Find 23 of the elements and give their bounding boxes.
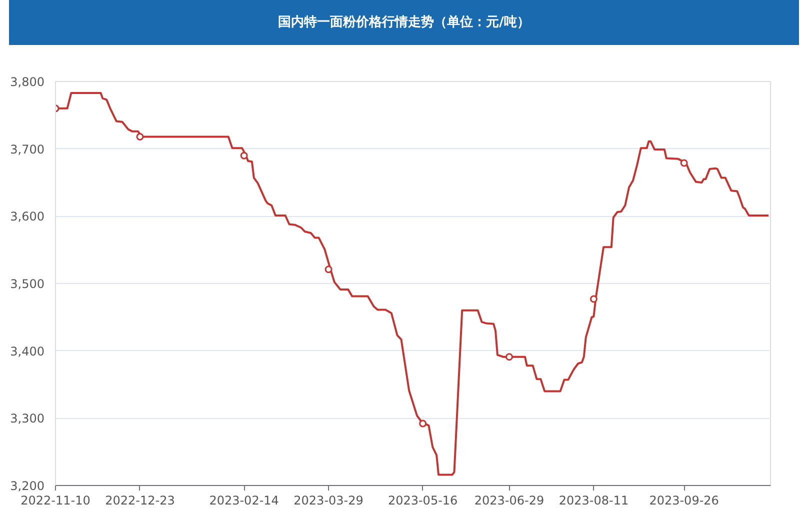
y-tick-label: 3,800 xyxy=(10,75,45,89)
y-tick-label: 3,200 xyxy=(10,479,45,493)
point xyxy=(419,420,427,428)
y-tick-label: 3,700 xyxy=(10,142,45,156)
y-tick-label: 3,400 xyxy=(10,344,45,358)
point xyxy=(324,266,332,274)
x-tick-label: 2023-09-26 xyxy=(649,494,719,508)
point xyxy=(590,295,598,303)
y-tick-label: 3,600 xyxy=(10,210,45,224)
x-tick-label: 2023-08-11 xyxy=(558,494,629,508)
point xyxy=(136,132,144,140)
x-tick-label: 2022-11-10 xyxy=(20,494,90,508)
point xyxy=(240,152,248,160)
x-tick-label: 2023-03-29 xyxy=(294,494,364,508)
chart-title: 国内特一面粉价格行情走势（单位：元/吨） xyxy=(278,14,530,32)
y-tick-label: 3,300 xyxy=(10,412,45,426)
x-tick-label: 2023-05-16 xyxy=(388,494,458,508)
x-tick-label: 2022-12-23 xyxy=(105,494,175,508)
y-tick-label: 3,500 xyxy=(10,277,45,291)
point xyxy=(680,159,688,167)
x-tick-label: 2023-02-14 xyxy=(209,494,279,508)
point xyxy=(506,353,513,361)
x-tick-label: 2023-06-29 xyxy=(474,494,544,508)
